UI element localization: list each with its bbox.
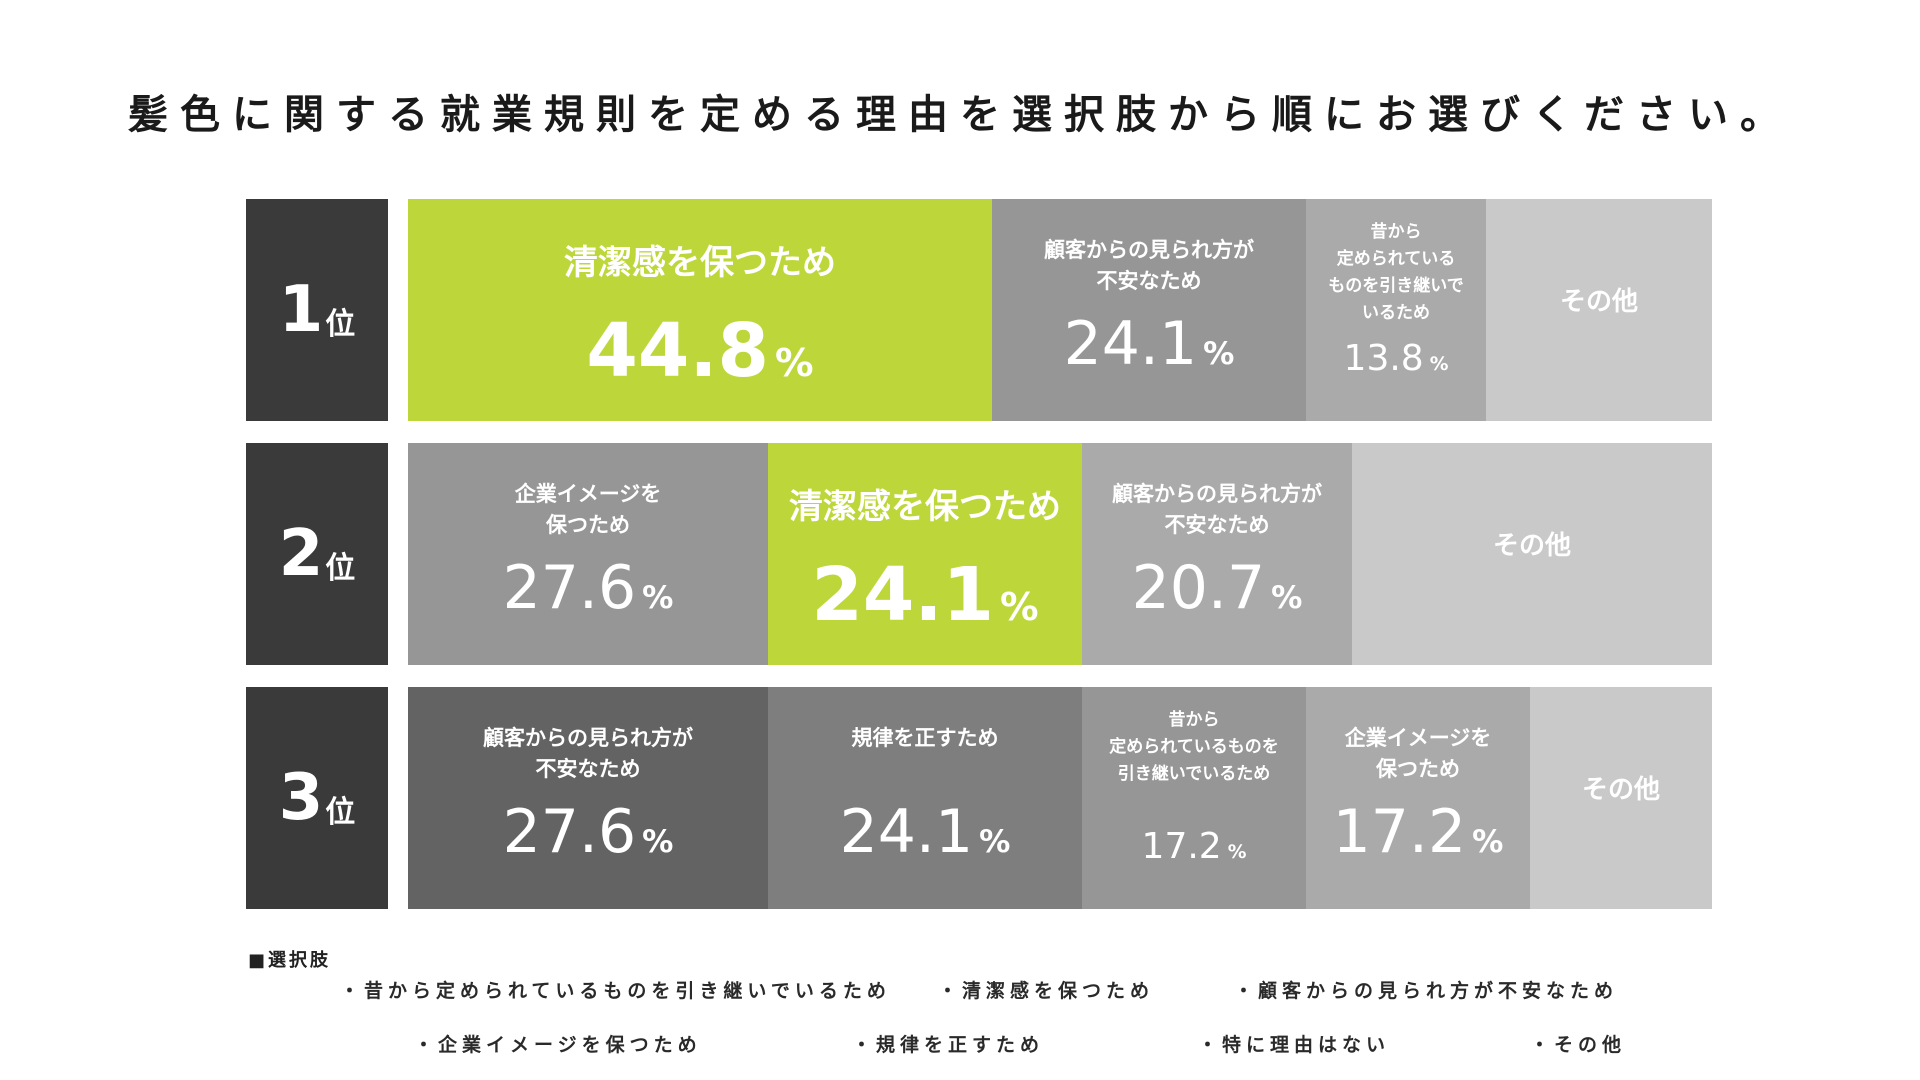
bar-row-rank-1: 清潔感を保つため 44.8% 顧客からの見られ方が 不安なため 24.1% 昔から 定め… xyxy=(408,199,1712,421)
percent-sign: % xyxy=(1203,336,1235,372)
segment-value: 44.8% xyxy=(408,311,992,404)
segment-label: 清潔感を保つため xyxy=(564,243,836,283)
segment-label: 清潔感を保つため xyxy=(789,487,1061,527)
segment-label: 昔から 定められている ものを引き継いで いるため xyxy=(1328,222,1464,323)
segment-label: 顧客からの見られ方が 不安なため xyxy=(1112,482,1322,537)
rank-suffix: 位 xyxy=(325,307,356,342)
segment-value-number: 17.2 xyxy=(1141,826,1222,867)
segment-value-number: 24.1 xyxy=(839,797,974,867)
legend-item-tradition: ・昔から定められているものを引き継いでいるため xyxy=(340,980,891,1002)
bar-segment: その他 xyxy=(1352,443,1712,665)
legend-item-corporate-image: ・企業イメージを保つため xyxy=(414,1034,702,1056)
percent-sign: % xyxy=(775,341,814,386)
rank-suffix: 位 xyxy=(325,551,356,586)
segment-label: 顧客からの見られ方が 不安なため xyxy=(1044,238,1254,293)
bar-segment: 清潔感を保つため 44.8% xyxy=(408,199,992,421)
segment-value: 17.2% xyxy=(1306,799,1530,875)
segment-value: 24.1% xyxy=(992,311,1306,387)
legend-item-customer-view: ・顧客からの見られ方が不安なため xyxy=(1234,980,1619,1002)
percent-sign: % xyxy=(1429,354,1449,375)
legend-heading: ■選択肢 xyxy=(248,950,332,971)
bar-segment: 顧客からの見られ方が 不安なため 20.7% xyxy=(1082,443,1352,665)
percent-sign: % xyxy=(1000,585,1039,630)
legend-item-cleanliness: ・清潔感を保つため xyxy=(938,980,1155,1002)
bar-row-rank-3: 顧客からの見られ方が 不安なため 27.6% 規律を正すため 24.1% 昔から 定めら… xyxy=(408,687,1712,909)
segment-value-number: 20.7 xyxy=(1131,553,1266,623)
legend-item-no-reason: ・特に理由はない xyxy=(1198,1034,1391,1056)
legend-item-discipline: ・規律を正すため xyxy=(852,1034,1045,1056)
segment-value: 24.1% xyxy=(768,799,1082,875)
rank-number: 3 xyxy=(278,761,324,835)
legend-item-other: ・その他 xyxy=(1530,1034,1627,1056)
segment-label: その他 xyxy=(1492,531,1571,561)
segment-label: 顧客からの見られ方が 不安なため xyxy=(483,726,693,781)
bar-segment: 企業イメージを 保つため 17.2% xyxy=(1306,687,1530,909)
segment-label: 規律を正すため xyxy=(851,726,999,750)
bar-segment: 規律を正すため 24.1% xyxy=(768,687,1082,909)
rank-number: 2 xyxy=(278,517,324,591)
segment-value-number: 13.8 xyxy=(1343,338,1424,379)
segment-label: 昔から 定められているものを 引き継いでいるため xyxy=(1109,710,1279,784)
bar-segment: 企業イメージを 保つため 27.6% xyxy=(408,443,768,665)
segment-value-number: 24.1 xyxy=(811,552,995,638)
chart-title: 髪色に関する就業規則を定める理由を選択肢から順にお選びください。 xyxy=(128,92,1792,138)
segment-value: 13.8% xyxy=(1306,337,1486,387)
segment-label: その他 xyxy=(1559,287,1638,317)
bar-segment: 顧客からの見られ方が 不安なため 27.6% xyxy=(408,687,768,909)
percent-sign: % xyxy=(1227,842,1247,863)
segment-value-number: 27.6 xyxy=(502,553,637,623)
rank-suffix: 位 xyxy=(325,795,356,830)
bar-segment: 昔から 定められているものを 引き継いでいるため 17.2% xyxy=(1082,687,1306,909)
bar-row-rank-2: 企業イメージを 保つため 27.6% 清潔感を保つため 24.1% 顧客からの見られ方が… xyxy=(408,443,1712,665)
segment-value: 24.1% xyxy=(768,555,1082,648)
percent-sign: % xyxy=(1271,580,1303,616)
percent-sign: % xyxy=(642,824,674,860)
segment-value-number: 44.8 xyxy=(586,308,770,394)
percent-sign: % xyxy=(1472,824,1504,860)
segment-value: 27.6% xyxy=(408,555,768,631)
segment-value-number: 24.1 xyxy=(1063,309,1198,379)
bar-segment: その他 xyxy=(1530,687,1712,909)
segment-label: その他 xyxy=(1581,775,1660,805)
bar-segment: 清潔感を保つため 24.1% xyxy=(768,443,1082,665)
bar-segment: 昔から 定められている ものを引き継いで いるため 13.8% xyxy=(1306,199,1486,421)
percent-sign: % xyxy=(642,580,674,616)
segment-value-number: 17.2 xyxy=(1332,797,1467,867)
bar-segment: その他 xyxy=(1486,199,1712,421)
segment-label: 企業イメージを 保つため xyxy=(514,482,662,537)
segment-value-number: 27.6 xyxy=(502,797,637,867)
segment-value: 20.7% xyxy=(1082,555,1352,631)
segment-value: 17.2% xyxy=(1082,825,1306,875)
segment-value: 27.6% xyxy=(408,799,768,875)
rank-number: 1 xyxy=(278,273,324,347)
bar-segment: 顧客からの見られ方が 不安なため 24.1% xyxy=(992,199,1306,421)
percent-sign: % xyxy=(979,824,1011,860)
segment-label: 企業イメージを 保つため xyxy=(1344,726,1492,781)
